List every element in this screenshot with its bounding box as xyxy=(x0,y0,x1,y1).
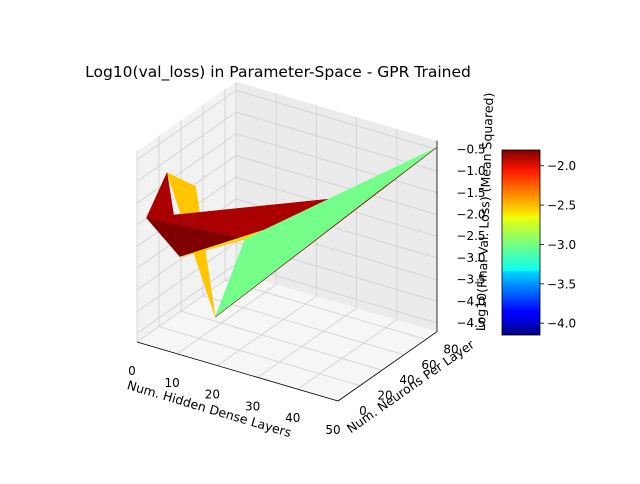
z-tick-label: −0.5 xyxy=(456,142,485,156)
colorbar: −4.0 −3.5 −3.0 −2.5 −2.0 xyxy=(501,149,576,336)
tick-labels: 0 10 20 30 40 50 0 20 40 60 80 −4.5 −4.0 −3.5 −3.0 −2.5… xyxy=(128,142,485,437)
z-tick-label: −3.5 xyxy=(456,273,485,287)
colorbar-tick-label: −2.0 xyxy=(547,159,576,173)
z-tick-label: −3.0 xyxy=(456,251,485,265)
grid-line-x xyxy=(176,93,277,355)
grid-line-z xyxy=(136,241,438,312)
grid-line-z xyxy=(136,111,438,182)
x-tick-label: 30 xyxy=(245,399,260,413)
surface-face-7 xyxy=(215,147,438,318)
grid-line-x xyxy=(217,105,317,366)
y-tick-label: 0 xyxy=(359,404,367,418)
y-tick-label: 40 xyxy=(399,373,414,387)
x-tick-label: 20 xyxy=(205,388,220,402)
surface xyxy=(145,147,438,318)
z-tick-label: −1.5 xyxy=(456,186,485,200)
z-tick-label: −1.0 xyxy=(456,164,485,178)
grid-line-x xyxy=(297,128,398,390)
x-axis-line xyxy=(136,341,339,402)
axis-lines xyxy=(136,140,438,402)
x-tick-label: 40 xyxy=(285,411,300,425)
chart-title: Log10(val_loss) in Parameter-Space - GPR… xyxy=(85,63,471,81)
z-tick-label: −4.5 xyxy=(456,316,485,330)
y-axis-line xyxy=(337,331,438,402)
z-axis-label: Log10(Final Val. Loss) (Mean Squared) xyxy=(473,92,496,331)
z-tick-label: −2.0 xyxy=(456,208,485,222)
y-tick-label: 80 xyxy=(443,342,458,356)
x-tick-label: 0 xyxy=(128,364,136,378)
z-tick-label: −2.5 xyxy=(456,229,485,243)
x-tick-label: 50 xyxy=(325,423,340,437)
z-tick-label: −4.0 xyxy=(456,294,485,308)
grid-line-z xyxy=(136,89,438,161)
colorbar-tick-label: −3.5 xyxy=(547,277,576,291)
colorbar-tick-label: −4.0 xyxy=(547,317,576,331)
y-tick-label: 60 xyxy=(421,358,436,372)
colorbar-tick-label: −2.5 xyxy=(547,199,576,213)
colorbar-gradient xyxy=(501,149,541,336)
grid-line-y xyxy=(202,104,405,356)
grid-line-y xyxy=(224,89,427,340)
x-tick-label: 10 xyxy=(165,376,180,390)
grid-line-x xyxy=(257,117,358,378)
y-tick-label: 20 xyxy=(377,389,392,403)
colorbar-tick-label: −3.0 xyxy=(547,238,576,252)
